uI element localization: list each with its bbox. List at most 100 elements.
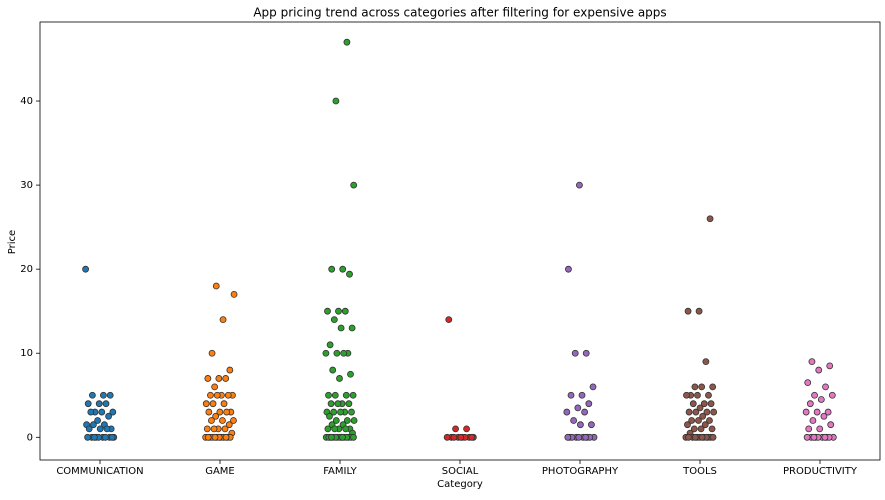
point bbox=[588, 421, 595, 429]
point bbox=[816, 425, 824, 433]
point bbox=[322, 349, 330, 357]
point bbox=[576, 181, 583, 189]
point bbox=[803, 433, 811, 441]
point bbox=[685, 433, 692, 441]
x-tick-label: PHOTOGRAPHY bbox=[542, 466, 619, 477]
point bbox=[585, 400, 593, 408]
point bbox=[350, 433, 357, 441]
x-tick-label: SOCIAL bbox=[442, 466, 479, 477]
point bbox=[225, 421, 233, 429]
point bbox=[805, 425, 813, 433]
point bbox=[577, 421, 584, 429]
point bbox=[336, 375, 343, 382]
point bbox=[582, 433, 590, 441]
point bbox=[707, 400, 715, 408]
point bbox=[330, 408, 338, 416]
point bbox=[689, 400, 697, 408]
point bbox=[209, 400, 217, 408]
point bbox=[339, 433, 346, 441]
point bbox=[324, 307, 331, 315]
point bbox=[106, 391, 114, 399]
point bbox=[826, 362, 834, 370]
point bbox=[327, 400, 335, 408]
point bbox=[105, 412, 112, 420]
point bbox=[708, 425, 716, 433]
point bbox=[213, 391, 221, 399]
point bbox=[221, 425, 229, 433]
point bbox=[683, 391, 690, 399]
point bbox=[817, 396, 825, 403]
point bbox=[90, 433, 98, 441]
point bbox=[589, 383, 597, 391]
point bbox=[698, 383, 706, 391]
point bbox=[346, 270, 353, 278]
point bbox=[339, 265, 347, 273]
point bbox=[85, 425, 93, 433]
point bbox=[811, 391, 818, 399]
point bbox=[212, 282, 220, 290]
point bbox=[109, 408, 117, 416]
point bbox=[345, 400, 353, 408]
point bbox=[94, 417, 101, 424]
point bbox=[230, 290, 238, 298]
point bbox=[450, 433, 458, 441]
point bbox=[325, 391, 332, 399]
x-axis-label: Category bbox=[437, 479, 483, 490]
point bbox=[815, 366, 823, 374]
point bbox=[330, 316, 338, 324]
point bbox=[582, 349, 590, 357]
plot-frame bbox=[39, 21, 881, 461]
point bbox=[341, 307, 349, 315]
point bbox=[690, 425, 698, 433]
point bbox=[828, 391, 836, 399]
point bbox=[821, 433, 829, 441]
point bbox=[691, 383, 699, 391]
point bbox=[224, 391, 232, 399]
point bbox=[204, 375, 212, 382]
point bbox=[348, 408, 355, 416]
point bbox=[685, 408, 693, 416]
point bbox=[688, 417, 696, 424]
point bbox=[332, 97, 340, 105]
point bbox=[108, 433, 116, 441]
point bbox=[581, 408, 589, 416]
point bbox=[222, 433, 230, 441]
point bbox=[102, 400, 110, 408]
point bbox=[567, 391, 575, 399]
point bbox=[699, 412, 707, 420]
point bbox=[564, 433, 572, 441]
point bbox=[349, 391, 357, 399]
point bbox=[337, 408, 344, 416]
point bbox=[348, 324, 356, 332]
point bbox=[684, 421, 691, 429]
point bbox=[211, 383, 219, 391]
point bbox=[813, 408, 821, 416]
point bbox=[230, 417, 237, 424]
x-tick-label: COMMUNICATION bbox=[56, 466, 143, 477]
point bbox=[219, 417, 226, 424]
point bbox=[706, 417, 713, 424]
point bbox=[99, 391, 107, 399]
point bbox=[806, 400, 814, 408]
point bbox=[574, 404, 582, 412]
chart-title: App pricing trend across categories afte… bbox=[253, 6, 666, 20]
y-tick-label: 10 bbox=[20, 348, 33, 359]
point bbox=[342, 425, 350, 433]
point bbox=[350, 181, 358, 189]
point bbox=[343, 417, 351, 424]
point bbox=[208, 349, 216, 357]
point bbox=[329, 366, 337, 374]
point bbox=[335, 307, 342, 315]
point bbox=[701, 421, 709, 429]
point bbox=[700, 400, 708, 408]
point bbox=[87, 408, 95, 416]
point bbox=[578, 391, 586, 399]
point bbox=[822, 383, 829, 391]
point bbox=[331, 425, 339, 433]
point bbox=[702, 358, 710, 366]
point bbox=[452, 425, 459, 433]
point bbox=[703, 408, 711, 416]
point bbox=[204, 433, 212, 441]
point bbox=[696, 404, 704, 412]
